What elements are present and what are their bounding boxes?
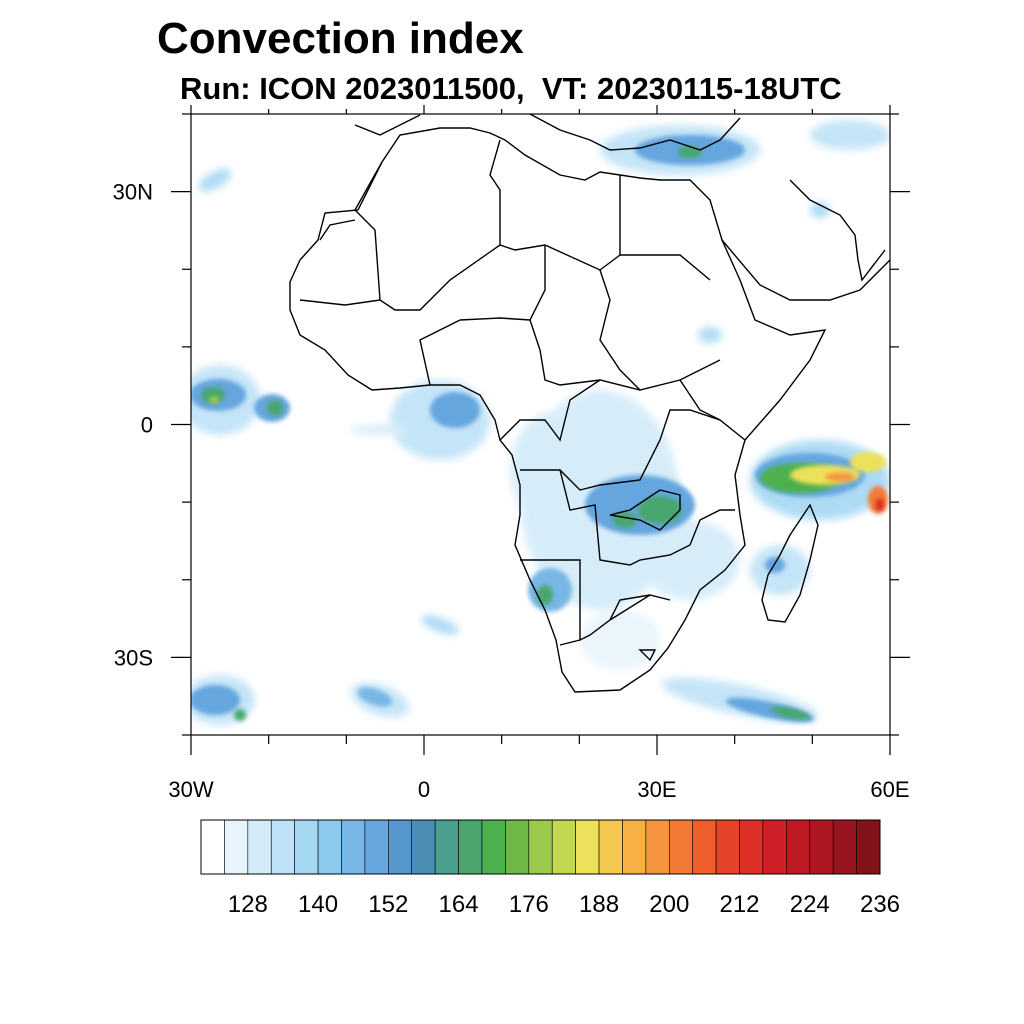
border-line — [529, 245, 721, 391]
border-line — [559, 469, 691, 566]
field-patch — [357, 687, 393, 707]
field-patch — [267, 400, 283, 416]
colorbar-swatch — [692, 819, 717, 875]
border-line — [354, 161, 501, 311]
border-line — [419, 317, 531, 386]
arabian-peninsula — [721, 179, 890, 301]
border-line — [559, 594, 651, 646]
colorbar: 128 140 152 164 176 188 200 212 224 236 — [200, 819, 900, 918]
border-line — [619, 175, 711, 281]
colorbar-swatch — [505, 819, 530, 875]
colorbar-label: 152 — [368, 891, 408, 918]
colorbar-label: 164 — [439, 891, 479, 918]
colorbar-swatch — [715, 819, 740, 875]
field-patch — [580, 610, 660, 670]
colorbar-swatch — [622, 819, 647, 875]
colorbar-swatch — [200, 819, 225, 875]
border-line — [599, 269, 641, 391]
colorbar-label: 236 — [860, 891, 900, 918]
colorbar-swatch — [575, 819, 600, 875]
colorbar-swatch — [762, 819, 787, 875]
field-patch — [613, 512, 637, 528]
colorbar-swatch — [598, 819, 623, 875]
border-line — [520, 409, 721, 491]
colorbar-swatch — [317, 819, 342, 875]
field-patch — [850, 452, 886, 472]
colorbar-swatch — [388, 819, 413, 875]
lat-label: 0 — [141, 413, 153, 438]
colorbar-swatch — [551, 819, 576, 875]
colorbar-swatch — [294, 819, 319, 875]
field-patch — [350, 425, 410, 435]
colorbar-frame — [200, 819, 881, 875]
lon-label: 30E — [637, 777, 676, 802]
colorbar-swatch — [224, 819, 249, 875]
lat-label: 30N — [113, 180, 153, 205]
map-axes: 30N 0 30S 30W 0 30E 60E — [113, 105, 910, 802]
colorbar-label: 212 — [719, 891, 759, 918]
colorbar-swatch — [411, 819, 436, 875]
colorbar-swatch — [809, 819, 834, 875]
colorbar-swatch — [528, 819, 553, 875]
field-patch — [638, 496, 682, 524]
field-patch — [430, 392, 480, 428]
colorbar-swatch — [739, 819, 764, 875]
border-line — [609, 489, 681, 662]
colorbar-swatch — [481, 819, 506, 875]
field-patch — [209, 396, 219, 404]
colorbar-swatch — [668, 819, 693, 875]
field-patch — [421, 615, 459, 635]
field-patch — [191, 685, 240, 715]
field-patch — [640, 520, 740, 600]
colorbar-swatch — [434, 819, 459, 875]
field-patch — [770, 706, 810, 720]
border-line — [489, 139, 621, 271]
lat-label: 30S — [114, 645, 153, 670]
field-patch — [234, 709, 246, 721]
madagascar — [761, 503, 819, 623]
colorbar-swatch — [856, 819, 881, 875]
country-borders — [289, 114, 890, 693]
colorbar-label: 200 — [649, 891, 689, 918]
colorbar-label: 176 — [509, 891, 549, 918]
field-patch — [810, 120, 890, 150]
colorbar-swatch — [832, 819, 857, 875]
field-patch — [825, 472, 855, 482]
colorbar-label: 188 — [579, 891, 619, 918]
convection-field — [191, 120, 890, 725]
lon-label: 30W — [168, 777, 213, 802]
field-patch — [810, 202, 830, 218]
field-patch — [198, 168, 232, 192]
africa-coastline — [289, 127, 827, 693]
lon-label: 60E — [870, 777, 909, 802]
field-patch — [765, 557, 785, 573]
colorbar-label: 140 — [298, 891, 338, 918]
colorbar-swatch — [458, 819, 483, 875]
border-line — [679, 379, 746, 546]
colorbar-swatch — [364, 819, 389, 875]
lon-label: 0 — [418, 777, 430, 802]
border-line — [499, 379, 601, 442]
field-patch — [875, 498, 885, 512]
colorbar-swatch — [645, 819, 670, 875]
field-patch — [698, 327, 722, 343]
map-title: Convection index — [157, 14, 524, 63]
colorbar-label: 128 — [228, 891, 268, 918]
europe-coast — [354, 114, 741, 151]
field-patch — [678, 146, 702, 158]
colorbar-swatch — [270, 819, 295, 875]
map-subtitle: Run: ICON 2023011500, VT: 20230115-18UTC — [180, 71, 842, 106]
field-patch — [201, 387, 225, 403]
colorbar-swatch — [247, 819, 272, 875]
colorbar-swatch — [786, 819, 811, 875]
field-patch — [537, 585, 553, 605]
colorbar-label: 224 — [790, 891, 830, 918]
border-line — [299, 219, 381, 306]
colorbar-swatch — [341, 819, 366, 875]
